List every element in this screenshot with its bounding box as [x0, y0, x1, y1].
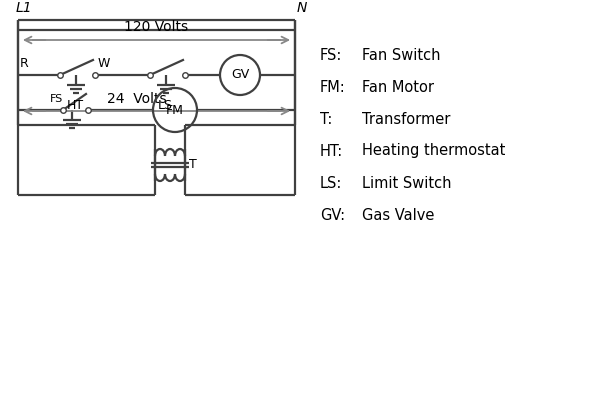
Text: GV:: GV:	[320, 208, 345, 222]
Text: LS:: LS:	[320, 176, 342, 190]
Text: Heating thermostat: Heating thermostat	[362, 144, 506, 158]
Text: W: W	[98, 57, 110, 70]
Text: R: R	[20, 57, 29, 70]
Text: FM:: FM:	[320, 80, 346, 94]
Text: 24  Volts: 24 Volts	[107, 92, 166, 106]
Text: Fan Motor: Fan Motor	[362, 80, 434, 94]
Text: FS: FS	[50, 94, 63, 104]
Text: Limit Switch: Limit Switch	[362, 176, 451, 190]
Text: N: N	[297, 1, 307, 15]
Text: T:: T:	[320, 112, 332, 126]
Text: Transformer: Transformer	[362, 112, 450, 126]
Text: FS:: FS:	[320, 48, 342, 62]
Text: HT: HT	[67, 99, 84, 112]
Text: Fan Switch: Fan Switch	[362, 48, 441, 62]
Text: T: T	[189, 158, 196, 172]
Text: LS: LS	[158, 99, 173, 112]
Text: GV: GV	[231, 68, 249, 82]
Text: Gas Valve: Gas Valve	[362, 208, 434, 222]
Text: HT:: HT:	[320, 144, 343, 158]
Text: FM: FM	[166, 104, 184, 116]
Text: 120 Volts: 120 Volts	[124, 20, 189, 34]
Text: L1: L1	[16, 1, 32, 15]
